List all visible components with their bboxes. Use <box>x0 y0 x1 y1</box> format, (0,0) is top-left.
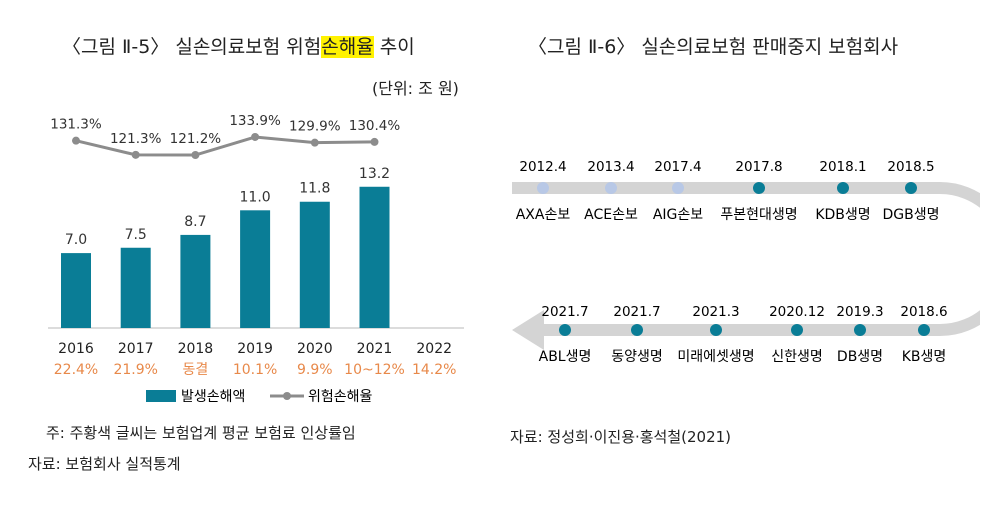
line-label: 130.4% <box>349 118 401 134</box>
timeline-date: 2018.5 <box>887 159 934 175</box>
bar-2020 <box>299 201 330 328</box>
bar-2016 <box>61 253 91 328</box>
bar-2021 <box>359 186 390 328</box>
premium-increase-label: 22.4% <box>54 362 98 378</box>
timeline-date: 2021.3 <box>692 304 739 320</box>
insurer-name: DB생명 <box>837 349 883 365</box>
legend-bar-swatch <box>146 390 176 402</box>
insurer-name: KDB생명 <box>815 207 870 223</box>
insurer-name: DGB생명 <box>883 207 940 223</box>
line-series <box>75 135 375 157</box>
line-label: 129.9% <box>289 119 341 135</box>
x-tick-label: 2020 <box>297 341 333 357</box>
timeline-dot <box>559 324 571 336</box>
unit-label: (단위: 조 원) <box>372 79 459 98</box>
premium-increase-label: 10.1% <box>233 362 277 378</box>
timeline-dot <box>710 324 722 336</box>
bar-2019 <box>240 210 271 328</box>
insurer-name: KB생명 <box>902 349 947 365</box>
insurer-name: 동양생명 <box>611 349 663 365</box>
insurer-name: 신한생명 <box>771 349 823 365</box>
timeline-dot <box>605 182 617 194</box>
timeline-dot <box>837 182 849 194</box>
line-point <box>72 136 80 145</box>
line-point <box>251 132 260 141</box>
timeline-dot <box>791 324 803 336</box>
discontinued-insurers-timeline: 2012.4 AXA손보 2013.4 ACE손보 2017.4 AIG손보 2017.8 푸… <box>512 159 980 365</box>
timeline-dot <box>537 182 549 194</box>
timeline-dot <box>854 324 866 336</box>
timeline-date: 2017.4 <box>654 159 701 175</box>
insurer-name: ABL생명 <box>539 349 592 365</box>
insurer-name: AIG손보 <box>653 207 703 223</box>
timeline-date: 2013.4 <box>587 159 634 175</box>
bar-label: 13.2 <box>359 166 390 182</box>
timeline-date: 2019.3 <box>836 304 883 320</box>
line-label: 121.3% <box>110 131 162 147</box>
insurer-name: 푸본현대생명 <box>720 207 797 223</box>
insurer-name: ACE손보 <box>584 207 638 223</box>
timeline-date: 2017.8 <box>735 159 782 175</box>
timeline-date: 2018.6 <box>900 304 947 320</box>
title-highlight: 손해율 <box>321 36 374 58</box>
line-label: 121.2% <box>170 131 222 147</box>
premium-increase-label: 14.2% <box>412 362 456 378</box>
line-point <box>370 137 379 146</box>
premium-increase-label: 10~12% <box>344 362 405 378</box>
loss-ratio-chart: 7.0 2016 22.4% 7.5 2017 21.9% 8.7 2018 동결 11.0 201… <box>48 113 464 405</box>
timeline-date: 2021.7 <box>541 304 588 320</box>
x-tick-label: 2022 <box>416 341 452 357</box>
title-text: 추이 <box>373 36 415 58</box>
bar-2018 <box>180 234 211 328</box>
premium-increase-label: 동결 <box>183 362 209 378</box>
x-tick-label: 2016 <box>58 341 94 357</box>
timeline-date: 2020.12 <box>769 304 825 320</box>
line-point <box>191 151 200 159</box>
x-tick-label: 2021 <box>357 341 393 357</box>
timeline-dot <box>672 182 684 194</box>
legend-bar-label: 발생손해액 <box>181 389 245 405</box>
arrow-head-icon <box>512 310 544 350</box>
legend-line-label: 위험손해율 <box>308 389 373 405</box>
chart-note: 주: 주황색 글씨는 보험업계 평균 보험료 인상률임 <box>46 424 356 442</box>
x-tick-label: 2017 <box>118 341 154 357</box>
bar-label: 7.5 <box>125 227 147 243</box>
x-tick-label: 2018 <box>178 341 214 357</box>
timeline-date: 2012.4 <box>519 159 566 175</box>
left-figure-title: 〈그림 Ⅱ-5〉 실손의료보험 위험손해율 추이 <box>62 32 415 59</box>
timeline-dot <box>753 182 765 194</box>
chart-source: 자료: 보험회사 실적통계 <box>28 455 181 473</box>
timeline-date: 2018.1 <box>819 159 866 175</box>
timeline-date: 2021.7 <box>613 304 660 320</box>
insurer-name: AXA손보 <box>516 207 571 223</box>
timeline-dot <box>905 182 917 194</box>
timeline-source: 자료: 정성희·이진용·홍석철(2021) <box>510 428 732 446</box>
legend-line-marker <box>283 392 291 400</box>
line-point <box>310 138 319 147</box>
title-text: 〈그림 Ⅱ-5〉 실손의료보험 위험 <box>62 36 322 58</box>
right-figure-title: 〈그림 Ⅱ-6〉 실손의료보험 판매중지 보험회사 <box>528 36 899 58</box>
premium-increase-label: 21.9% <box>113 362 157 378</box>
bar-label: 11.0 <box>240 189 271 205</box>
line-point <box>131 150 140 159</box>
line-label: 133.9% <box>229 113 281 129</box>
line-label: 131.3% <box>50 117 102 133</box>
x-tick-label: 2019 <box>237 341 273 357</box>
bar-label: 7.0 <box>65 232 87 248</box>
bar-2017 <box>120 247 151 328</box>
bar-label: 11.8 <box>299 181 330 197</box>
bar-label: 8.7 <box>184 214 206 230</box>
timeline-dot <box>631 324 643 336</box>
premium-increase-label: 9.9% <box>297 362 333 378</box>
timeline-dot <box>918 324 930 336</box>
insurer-name: 미래에셋생명 <box>677 349 754 365</box>
timeline-track <box>512 182 980 336</box>
